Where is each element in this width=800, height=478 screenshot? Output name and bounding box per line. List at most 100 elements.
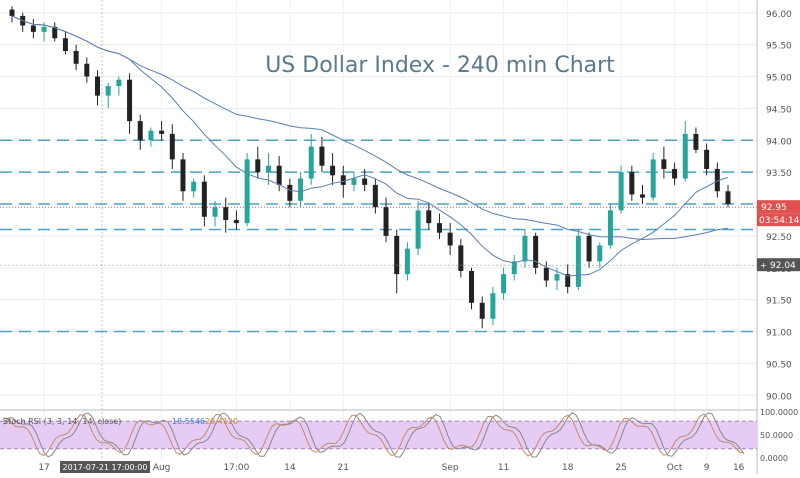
candle-body [148, 130, 154, 141]
candle-body [319, 146, 325, 166]
candle-body [725, 191, 731, 204]
candle-body [73, 51, 79, 64]
candle-body [501, 274, 507, 294]
candle-body [223, 207, 229, 220]
candle-body [394, 235, 400, 275]
stoch-d-line [3, 413, 744, 457]
x-tick-label: 11 [498, 463, 509, 473]
candle-body [682, 133, 688, 179]
stoch-k-line [3, 412, 745, 458]
chart-title: US Dollar Index - 240 min Chart [265, 53, 615, 78]
candle-body [105, 86, 111, 96]
y-tick-label: 91.00 [766, 329, 792, 339]
x-tick-label: Oct [667, 463, 683, 473]
candle-body [607, 210, 613, 246]
x-tick-label: 17:00 [223, 463, 249, 473]
y-tick-label: 93.50 [766, 169, 792, 179]
candles-layer [9, 6, 731, 329]
y-tick-label: 90.50 [766, 360, 792, 370]
indicator-value-d: 20.4120 [205, 417, 238, 426]
candle-body [479, 302, 485, 319]
candle-body [244, 159, 250, 224]
candle-body [554, 274, 560, 281]
candle-body [169, 133, 175, 160]
crosshair-price-label: 92.04 [770, 261, 796, 271]
candle-body [62, 38, 68, 51]
y-tick-label: 92.50 [766, 233, 792, 243]
candle-body [415, 210, 421, 249]
candle-body [180, 159, 186, 192]
y-tick-label: 94.50 [766, 105, 792, 115]
candle-body [522, 235, 528, 262]
indicator-tick-label: 50.0000 [760, 431, 793, 440]
candle-body [629, 172, 635, 195]
candle-body [351, 178, 357, 185]
candle-body [618, 172, 624, 211]
candle-body [640, 194, 646, 198]
moving-average-fast [11, 15, 729, 277]
x-tick-label: 9 [704, 463, 710, 473]
x-tick-label: Sep [442, 463, 459, 473]
candle-body [94, 76, 100, 96]
countdown-tag-label: 03:54:14 [759, 216, 800, 226]
candle-body [127, 79, 133, 122]
candle-body [404, 248, 410, 275]
candle-body [255, 159, 261, 173]
candle-body [276, 165, 282, 185]
candle-body [714, 168, 720, 192]
stoch-band [0, 421, 757, 449]
candle-body [543, 267, 549, 281]
candle-body [52, 26, 58, 39]
indicator-tick-label: 0.0000 [760, 454, 788, 463]
candle-body [597, 245, 603, 262]
axis-layer: 96.0095.5095.0094.5094.0093.5093.0092.50… [38, 0, 800, 474]
candle-body [116, 79, 122, 87]
candle-body [308, 146, 314, 179]
candle-body [233, 219, 239, 224]
x-tick-label: 17 [38, 463, 49, 473]
candle-body [137, 121, 143, 141]
candle-body [650, 159, 656, 198]
indicator-name: Stoch RSI (3, 3, 14, 14, close) [3, 417, 121, 426]
candle-body [490, 293, 496, 319]
candle-body [575, 235, 581, 287]
price-tag [757, 200, 800, 214]
candle-body [265, 165, 271, 173]
y-tick-label: 95.50 [766, 42, 792, 52]
x-tick-label: 21 [338, 463, 349, 473]
candle-body [372, 184, 378, 208]
candle-body [565, 274, 571, 287]
candle-body [9, 9, 15, 16]
crosshair-plus-icon: + [760, 261, 767, 270]
indicator-value-k: 18.5546 [172, 417, 205, 426]
candle-body [586, 235, 592, 262]
candle-body [298, 178, 304, 201]
x-tick-label: 16 [733, 463, 745, 473]
candle-body [30, 25, 36, 32]
candle-body [533, 235, 539, 268]
candle-body [693, 133, 699, 150]
candle-body [458, 245, 464, 271]
candle-body [383, 207, 389, 236]
candle-body [340, 175, 346, 185]
candle-body [159, 130, 165, 134]
candle-body [191, 181, 197, 192]
y-tick-label: 96.00 [766, 10, 792, 20]
candle-body [426, 210, 432, 224]
y-tick-label: 94.00 [766, 137, 792, 147]
candle-body [661, 159, 667, 169]
y-tick-label: 90.00 [766, 392, 792, 402]
candle-body [436, 223, 442, 233]
candle-body [447, 232, 453, 246]
y-tick-label: 91.50 [766, 297, 792, 307]
x-tick-label: 14 [284, 463, 296, 473]
crosshair-time-label: 2017-07-21 17:00:00 [63, 463, 148, 472]
price-axis-panel [757, 0, 800, 474]
ma-layer [11, 15, 729, 277]
candle-body [469, 270, 475, 303]
x-tick-label: 25 [615, 463, 626, 473]
price-tag-label: 92.95 [761, 203, 787, 213]
